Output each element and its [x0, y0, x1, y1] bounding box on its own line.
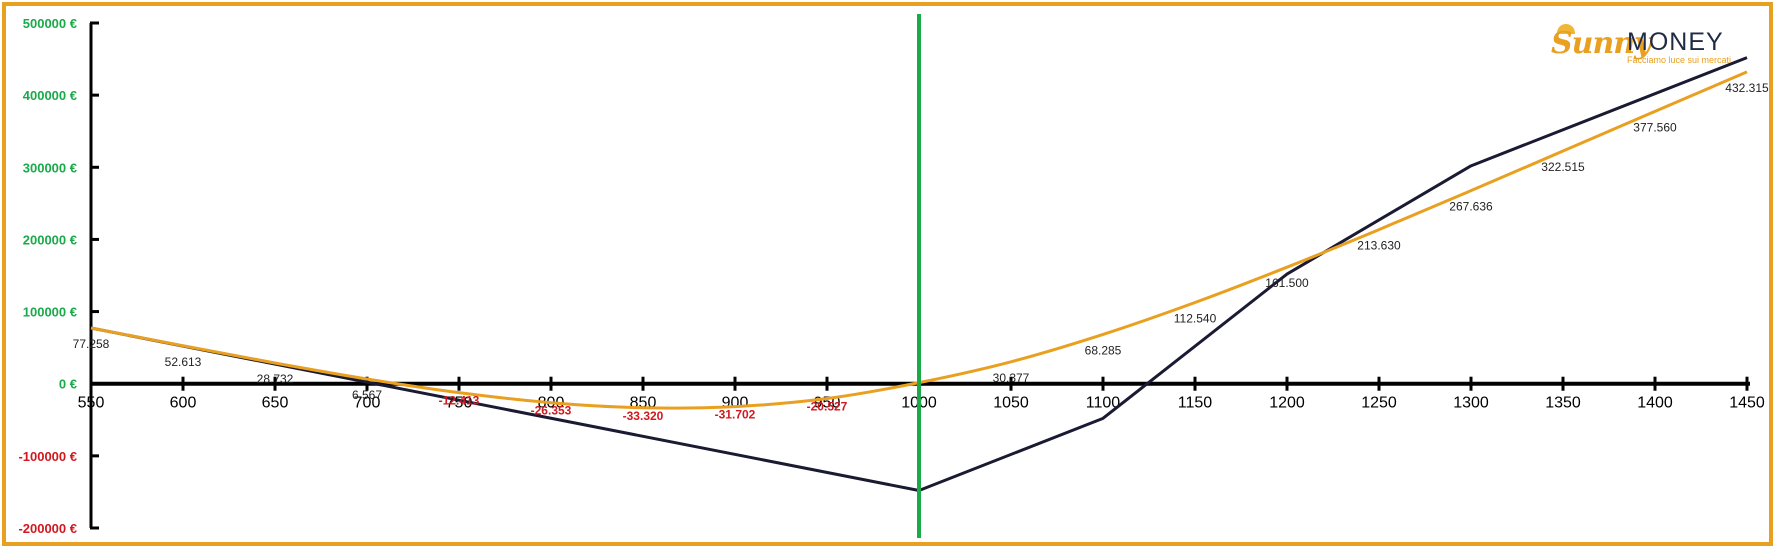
logo-sunny-text: Sunny — [1551, 26, 1652, 61]
x-tick-label: 1450 — [1729, 395, 1765, 412]
y-tick-label: 300000 € — [23, 160, 77, 175]
payoff-chart: 500000 € 400000 € 300000 € 200000 € 100000 €… — [18, 14, 1769, 538]
data-label: 161.500 — [1265, 276, 1309, 290]
sunny-money-logo: Sunny MONEY Facciamo luce sui mercati — [1551, 24, 1751, 68]
data-label: 28.732 — [257, 372, 294, 386]
sun-icon — [1557, 24, 1575, 34]
y-tick-label: 500000 € — [23, 16, 77, 31]
y-tick-label: 0 € — [59, 377, 77, 392]
data-label: 6.567 — [352, 388, 382, 402]
x-tick-label: 1350 — [1545, 395, 1581, 412]
data-label: -26.353 — [531, 404, 572, 418]
logo-tagline: Facciamo luce sui mercati — [1627, 55, 1732, 65]
x-tick-label: 1100 — [1086, 395, 1121, 412]
x-tick-label: 600 — [170, 395, 197, 412]
x-tick-label: 550 — [78, 395, 105, 412]
x-tick-label: 1050 — [993, 395, 1029, 412]
x-tick-label: 1250 — [1361, 395, 1397, 412]
y-tick-label: -100000 € — [18, 449, 77, 464]
x-tick-label: 1300 — [1453, 395, 1489, 412]
data-label: 377.560 — [1633, 120, 1677, 134]
data-label: 213.630 — [1357, 239, 1401, 253]
data-label: 30.377 — [993, 371, 1030, 385]
data-label: -31.702 — [715, 408, 756, 422]
x-tick-label: 1400 — [1637, 395, 1673, 412]
x-tick-label: 650 — [262, 395, 289, 412]
series-line-orange — [90, 70, 1748, 410]
data-label: 112.540 — [1174, 312, 1217, 326]
data-label: 267.636 — [1449, 200, 1493, 214]
data-label: -20.527 — [807, 400, 848, 414]
x-tick-label: 1150 — [1178, 395, 1213, 412]
y-tick-label: 100000 € — [23, 305, 77, 320]
series-line-black — [90, 56, 1748, 492]
data-label: 68.285 — [1085, 343, 1122, 357]
data-label: -33.320 — [623, 409, 664, 423]
y-tick-label: 200000 € — [23, 232, 77, 247]
y-tick-label: -200000 € — [18, 521, 77, 536]
x-tick-label: 1200 — [1269, 395, 1305, 412]
data-label: 322.515 — [1541, 160, 1585, 174]
data-label: 77.258 — [73, 337, 110, 351]
data-label: 52.613 — [165, 355, 202, 369]
data-label: 432.315 — [1725, 81, 1769, 95]
data-label: -12.413 — [439, 394, 480, 408]
x-tick-label: 700 — [354, 395, 381, 412]
logo-money-text: MONEY — [1627, 28, 1724, 56]
y-tick-label: 400000 € — [23, 88, 77, 103]
